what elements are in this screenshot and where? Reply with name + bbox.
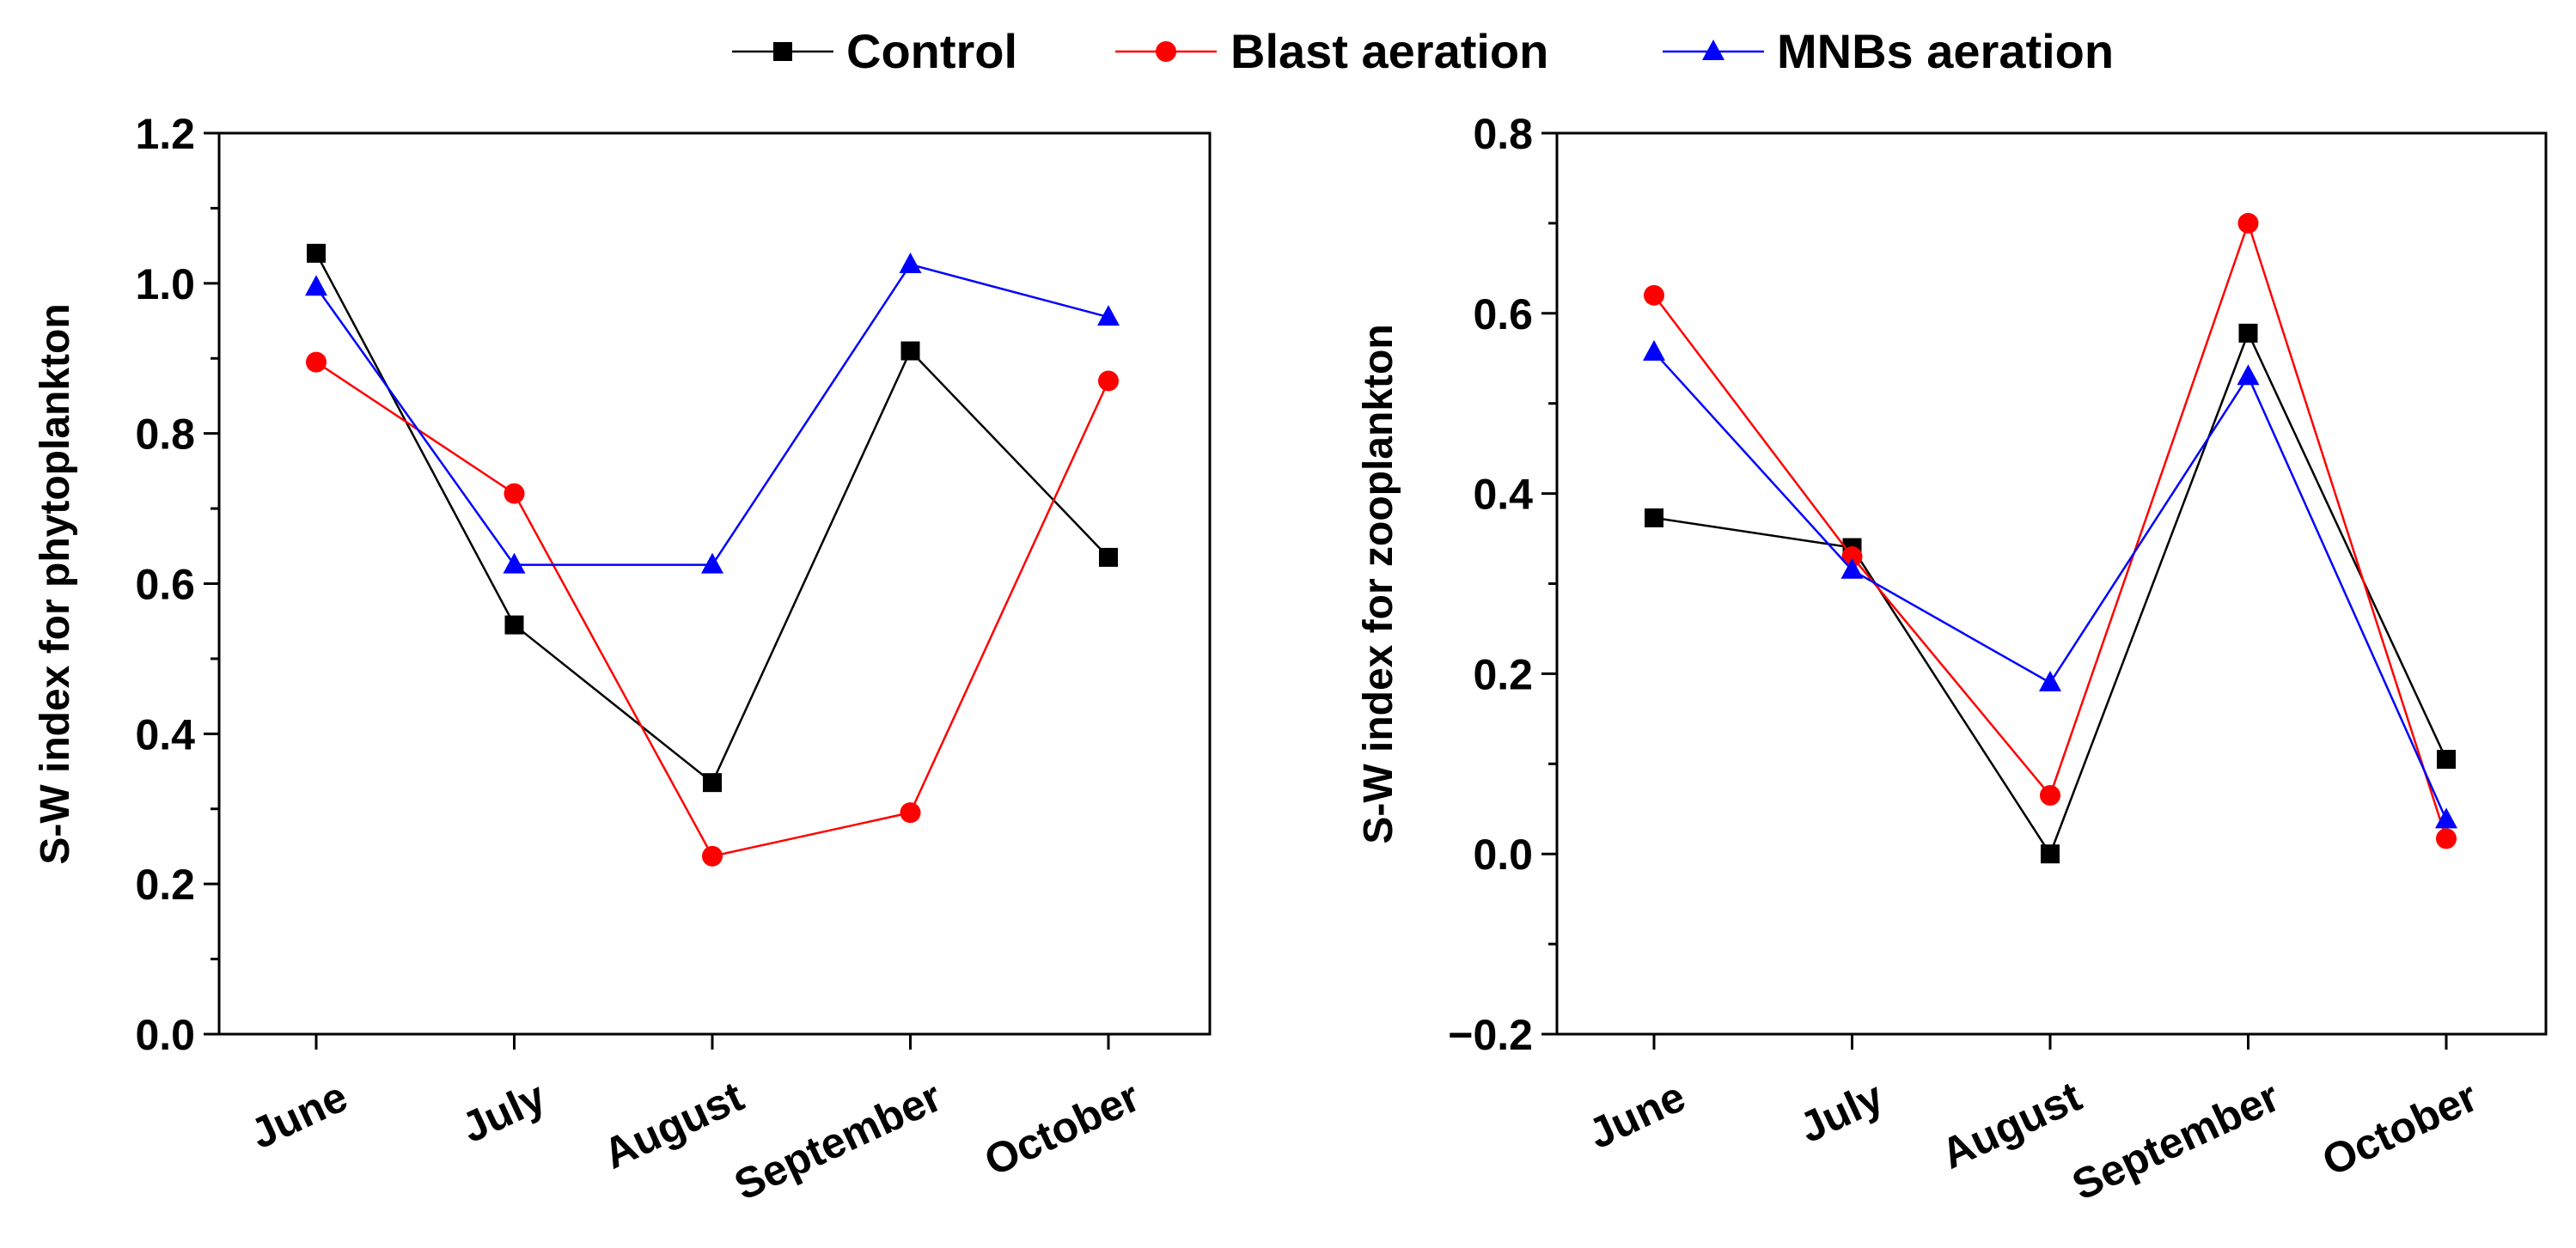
series-line-mnbs-aeration [314,263,1109,566]
phytoplankton-chart: 0.0 0.2 0.4 0.6 0.8 1.0 1.2 S-W index for phyto… [33,110,1212,1209]
legend-entry-control: Control [732,24,1017,78]
y-axis: −0.2 0.0 0.2 0.4 0.6 0.8 [1448,110,1557,1059]
series-line-mnbs-aeration [1653,351,2448,820]
data-point-control-june [1645,508,1663,527]
y-tick-label: 0.0 [1473,831,1533,879]
y-tick-label: 0.2 [1473,650,1533,698]
y-tick-label: 0.6 [135,561,195,609]
data-point-blast-aeration-july [504,483,525,504]
data-point-control-june [307,243,326,263]
data-point-mnbs-aeration-october [1097,305,1120,326]
data-point-blast-aeration-october [2436,828,2457,849]
data-point-mnbs-aeration-june [1643,339,1665,361]
data-point-blast-aeration-september [2237,212,2259,234]
y-tick-label: −0.2 [1448,1011,1533,1059]
series-blast-aeration [306,351,1119,867]
series-line-blast-aeration [1653,219,2448,839]
x-tick-label-july: July [1792,1072,1891,1152]
data-point-mnbs-aeration-june [305,275,327,296]
zooplankton-chart: −0.2 0.0 0.2 0.4 0.6 0.8 S-W index for zooplan… [1356,110,2548,1209]
x-tick-label-september: September [727,1072,949,1209]
series-line-control [1653,330,2448,856]
x-tick-label-june: June [243,1072,354,1158]
data-point-control-october [2437,750,2456,770]
legend: Control Blast aeration MNBs aeration [732,24,2114,78]
y-tick-label: 0.2 [135,861,195,909]
data-point-control-september [2238,323,2258,343]
series-control [1645,323,2456,864]
plot-frame [217,131,1212,1036]
data-point-control-october [1099,547,1118,567]
x-tick-label-october: October [2315,1072,2484,1185]
x-tick-label-july: July [455,1072,553,1152]
legend-marker-mnbs-aeration [1702,40,1724,60]
y-tick-label: 1.0 [135,260,195,308]
data-point-control-july [504,615,524,635]
legend-entry-blast-aeration: Blast aeration [1115,24,1548,78]
data-point-control-september [900,341,920,361]
data-point-blast-aeration-september [900,802,921,824]
data-point-mnbs-aeration-july [1840,557,1864,579]
data-point-blast-aeration-august [702,845,723,867]
y-tick-label: 0.4 [1473,471,1533,519]
data-point-mnbs-aeration-september [899,252,922,273]
x-tick-label-september: September [2065,1072,2286,1209]
y-tick-label: 0.8 [135,411,195,459]
data-point-mnbs-aeration-october [2435,807,2457,829]
data-point-mnbs-aeration-july [503,552,526,574]
data-point-blast-aeration-june [1644,284,1664,306]
legend-label-mnbs-aeration: MNBs aeration [1777,24,2114,78]
y-tick-label: 0.6 [1473,290,1533,338]
x-tick-label-october: October [977,1072,1146,1185]
x-tick-label-august: August [596,1072,751,1178]
y-axis-title: S-W index for phytoplankton [33,303,78,864]
plot-frame [1555,131,2548,1036]
legend-label-control: Control [846,24,1017,78]
legend-marker-blast-aeration [1156,41,1176,62]
series-line-control [314,253,1109,785]
data-point-mnbs-aeration-august [701,552,723,574]
y-axis-title: S-W index for zooplankton [1356,324,1401,843]
series-mnbs-aeration [1643,339,2457,829]
data-point-blast-aeration-august [2040,785,2060,807]
y-axis: 0.0 0.2 0.4 0.6 0.8 1.0 1.2 [135,110,219,1059]
data-point-control-august [2041,844,2060,864]
data-point-control-august [703,773,722,793]
series-control [307,243,1118,793]
x-tick-label-june: June [1581,1072,1692,1158]
series-blast-aeration [1644,212,2457,849]
legend-entry-mnbs-aeration: MNBs aeration [1663,24,2114,78]
x-tick-label-august: August [1934,1072,2089,1178]
y-tick-label: 0.8 [1473,110,1533,158]
data-point-mnbs-aeration-august [2039,670,2061,691]
y-tick-label: 0.0 [135,1011,195,1059]
data-point-blast-aeration-june [306,351,327,373]
legend-label-blast-aeration: Blast aeration [1230,24,1548,78]
data-point-blast-aeration-october [1098,370,1119,392]
legend-marker-control [773,42,792,61]
data-point-blast-aeration-july [1841,546,1863,568]
y-tick-label: 0.4 [135,710,195,758]
data-point-mnbs-aeration-september [2237,364,2260,386]
series-mnbs-aeration [305,252,1120,574]
y-tick-label: 1.2 [135,110,195,158]
